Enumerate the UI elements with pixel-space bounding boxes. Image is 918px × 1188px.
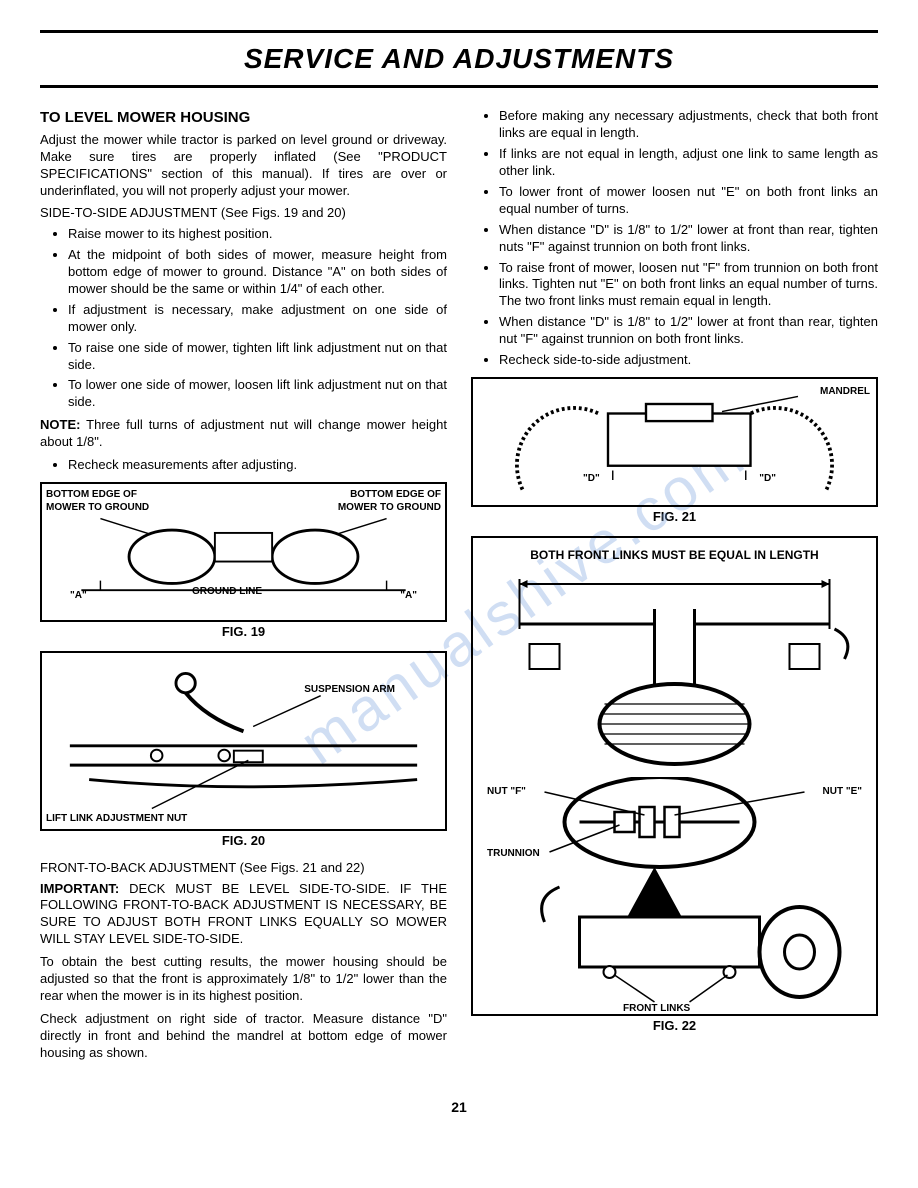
important-paragraph: IMPORTANT: DECK MUST BE LEVEL SIDE-TO-SI… [40,881,447,949]
front-p2: Check adjustment on right side of tracto… [40,1011,447,1062]
figure-19: BOTTOM EDGE OF MOWER TO GROUND BOTTOM ED… [40,482,447,622]
side-to-side-heading: SIDE-TO-SIDE ADJUSTMENT (See Figs. 19 an… [40,205,447,222]
section-heading: TO LEVEL MOWER HOUSING [40,108,447,128]
fig22-frontlinks: FRONT LINKS [623,1002,690,1015]
fig22-top-svg [483,569,866,769]
rule-bottom [40,85,878,88]
bullet: To lower one side of mower, loosen lift … [68,377,447,411]
fig22-nute: NUT "E" [823,785,862,798]
fig21-d-left: "D" [583,472,600,485]
bullet: When distance "D" is 1/8" to 1/2" lower … [499,222,878,256]
fig19-ground: GROUND LINE [192,585,262,598]
content-columns: TO LEVEL MOWER HOUSING Adjust the mower … [40,108,878,1067]
bullet: When distance "D" is 1/8" to 1/2" lower … [499,314,878,348]
bullet: To lower front of mower loosen nut "E" o… [499,184,878,218]
important-label: IMPORTANT: [40,881,119,896]
note-text: Three full turns of adjustment nut will … [40,417,447,449]
front-back-heading: FRONT-TO-BACK ADJUSTMENT (See Figs. 21 a… [40,860,447,877]
page-number: 21 [40,1098,878,1116]
front-p1: To obtain the best cutting results, the … [40,954,447,1005]
figure-22: BOTH FRONT LINKS MUST BE EQUAL IN LENGTH [471,536,878,1016]
bullet: Recheck measurements after adjusting. [68,457,447,474]
fig19-a-right: "A" [400,589,417,602]
right-column: Before making any necessary adjustments,… [471,108,878,1067]
bullet: If links are not equal in length, adjust… [499,146,878,180]
fig19-label-left: BOTTOM EDGE OF MOWER TO GROUND [46,488,156,514]
fig22-header: BOTH FRONT LINKS MUST BE EQUAL IN LENGTH [483,548,866,564]
figure-20: SUSPENSION ARM LIFT LINK ADJUSTMENT NUT [40,651,447,831]
bullet: Raise mower to its highest position. [68,226,447,243]
fig22-nutf: NUT "F" [487,785,526,798]
note-paragraph: NOTE: Three full turns of adjustment nut… [40,417,447,451]
bullet: Before making any necessary adjustments,… [499,108,878,142]
fig22-bottom-svg [483,777,866,1017]
bullet: At the midpoint of both sides of mower, … [68,247,447,298]
bullet: To raise one side of mower, tighten lift… [68,340,447,374]
fig22-trunnion: TRUNNION [487,847,540,860]
intro-paragraph: Adjust the mower while tractor is parked… [40,132,447,200]
page-title: SERVICE AND ADJUSTMENTS [40,41,878,77]
fig22-caption: FIG. 22 [471,1018,878,1035]
fig20-caption: FIG. 20 [40,833,447,850]
right-bullets: Before making any necessary adjustments,… [471,108,878,368]
fig19-caption: FIG. 19 [40,624,447,641]
fig21-caption: FIG. 21 [471,509,878,526]
fig20-lift: LIFT LINK ADJUSTMENT NUT [46,812,187,825]
note-label: NOTE: [40,417,80,432]
bullet: If adjustment is necessary, make adjustm… [68,302,447,336]
figure-21: MANDREL "D" "D" [471,377,878,507]
fig21-mandrel: MANDREL [820,385,870,398]
fig19-a-left: "A" [70,589,87,602]
fig21-svg [479,385,870,499]
recheck-bullet-list: Recheck measurements after adjusting. [40,457,447,474]
fig21-d-right: "D" [759,472,776,485]
left-column: TO LEVEL MOWER HOUSING Adjust the mower … [40,108,447,1067]
bullet: Recheck side-to-side adjustment. [499,352,878,369]
side-bullets: Raise mower to its highest position. At … [40,226,447,411]
fig19-label-right: BOTTOM EDGE OF MOWER TO GROUND [331,488,441,514]
bullet: To raise front of mower, loosen nut "F" … [499,260,878,311]
fig20-susp: SUSPENSION ARM [304,683,395,696]
rule-top [40,30,878,33]
